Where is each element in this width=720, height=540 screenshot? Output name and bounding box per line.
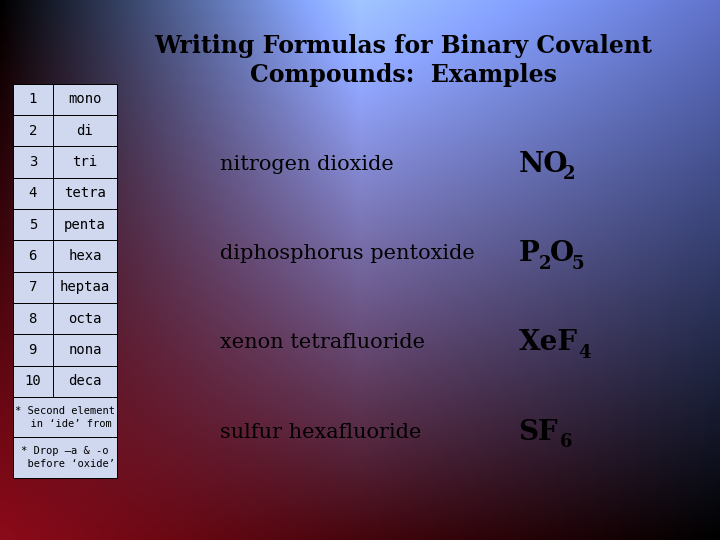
Text: SF: SF [518, 418, 558, 445]
Text: penta: penta [64, 218, 106, 232]
Bar [13, 209, 117, 240]
Text: nitrogen dioxide: nitrogen dioxide [220, 155, 393, 174]
Bar [13, 272, 117, 303]
Text: diphosphorus pentoxide: diphosphorus pentoxide [220, 244, 474, 264]
Text: octa: octa [68, 312, 102, 326]
Text: 5: 5 [572, 254, 585, 273]
Text: 4: 4 [578, 343, 590, 362]
Bar [13, 303, 117, 334]
Text: mono: mono [68, 92, 102, 106]
Text: tri: tri [73, 155, 97, 169]
Text: sulfur hexafluoride: sulfur hexafluoride [220, 422, 421, 442]
Text: O: O [550, 240, 575, 267]
Text: tetra: tetra [64, 186, 106, 200]
Text: 4: 4 [29, 186, 37, 200]
Text: di: di [76, 124, 94, 138]
Bar [13, 397, 117, 437]
Bar [13, 146, 117, 178]
Text: xenon tetrafluoride: xenon tetrafluoride [220, 333, 425, 353]
Text: 7: 7 [29, 280, 37, 294]
Text: * Drop –a & -o
  before ‘oxide’: * Drop –a & -o before ‘oxide’ [15, 446, 115, 469]
Bar [13, 84, 117, 115]
Text: hexa: hexa [68, 249, 102, 263]
Bar [13, 240, 117, 272]
Text: nona: nona [68, 343, 102, 357]
Text: 2: 2 [539, 254, 551, 273]
Text: 6: 6 [559, 433, 572, 451]
Bar [13, 115, 117, 146]
Text: 2: 2 [29, 124, 37, 138]
Text: 5: 5 [29, 218, 37, 232]
Text: 3: 3 [29, 155, 37, 169]
Text: * Second element
  in ‘ide’ from: * Second element in ‘ide’ from [15, 406, 115, 429]
Bar [13, 178, 117, 209]
Bar [13, 437, 117, 478]
Text: Compounds:  Examples: Compounds: Examples [250, 63, 557, 86]
Text: P: P [518, 240, 539, 267]
Text: 10: 10 [24, 374, 41, 388]
Text: 2: 2 [563, 165, 575, 184]
Bar [13, 334, 117, 366]
Text: deca: deca [68, 374, 102, 388]
Text: 8: 8 [29, 312, 37, 326]
Text: 6: 6 [29, 249, 37, 263]
Text: NO: NO [518, 151, 568, 178]
Text: Writing Formulas for Binary Covalent: Writing Formulas for Binary Covalent [154, 34, 652, 58]
Bar [13, 366, 117, 397]
Text: 9: 9 [29, 343, 37, 357]
Text: heptaa: heptaa [60, 280, 110, 294]
Text: 1: 1 [29, 92, 37, 106]
Text: XeF: XeF [518, 329, 577, 356]
